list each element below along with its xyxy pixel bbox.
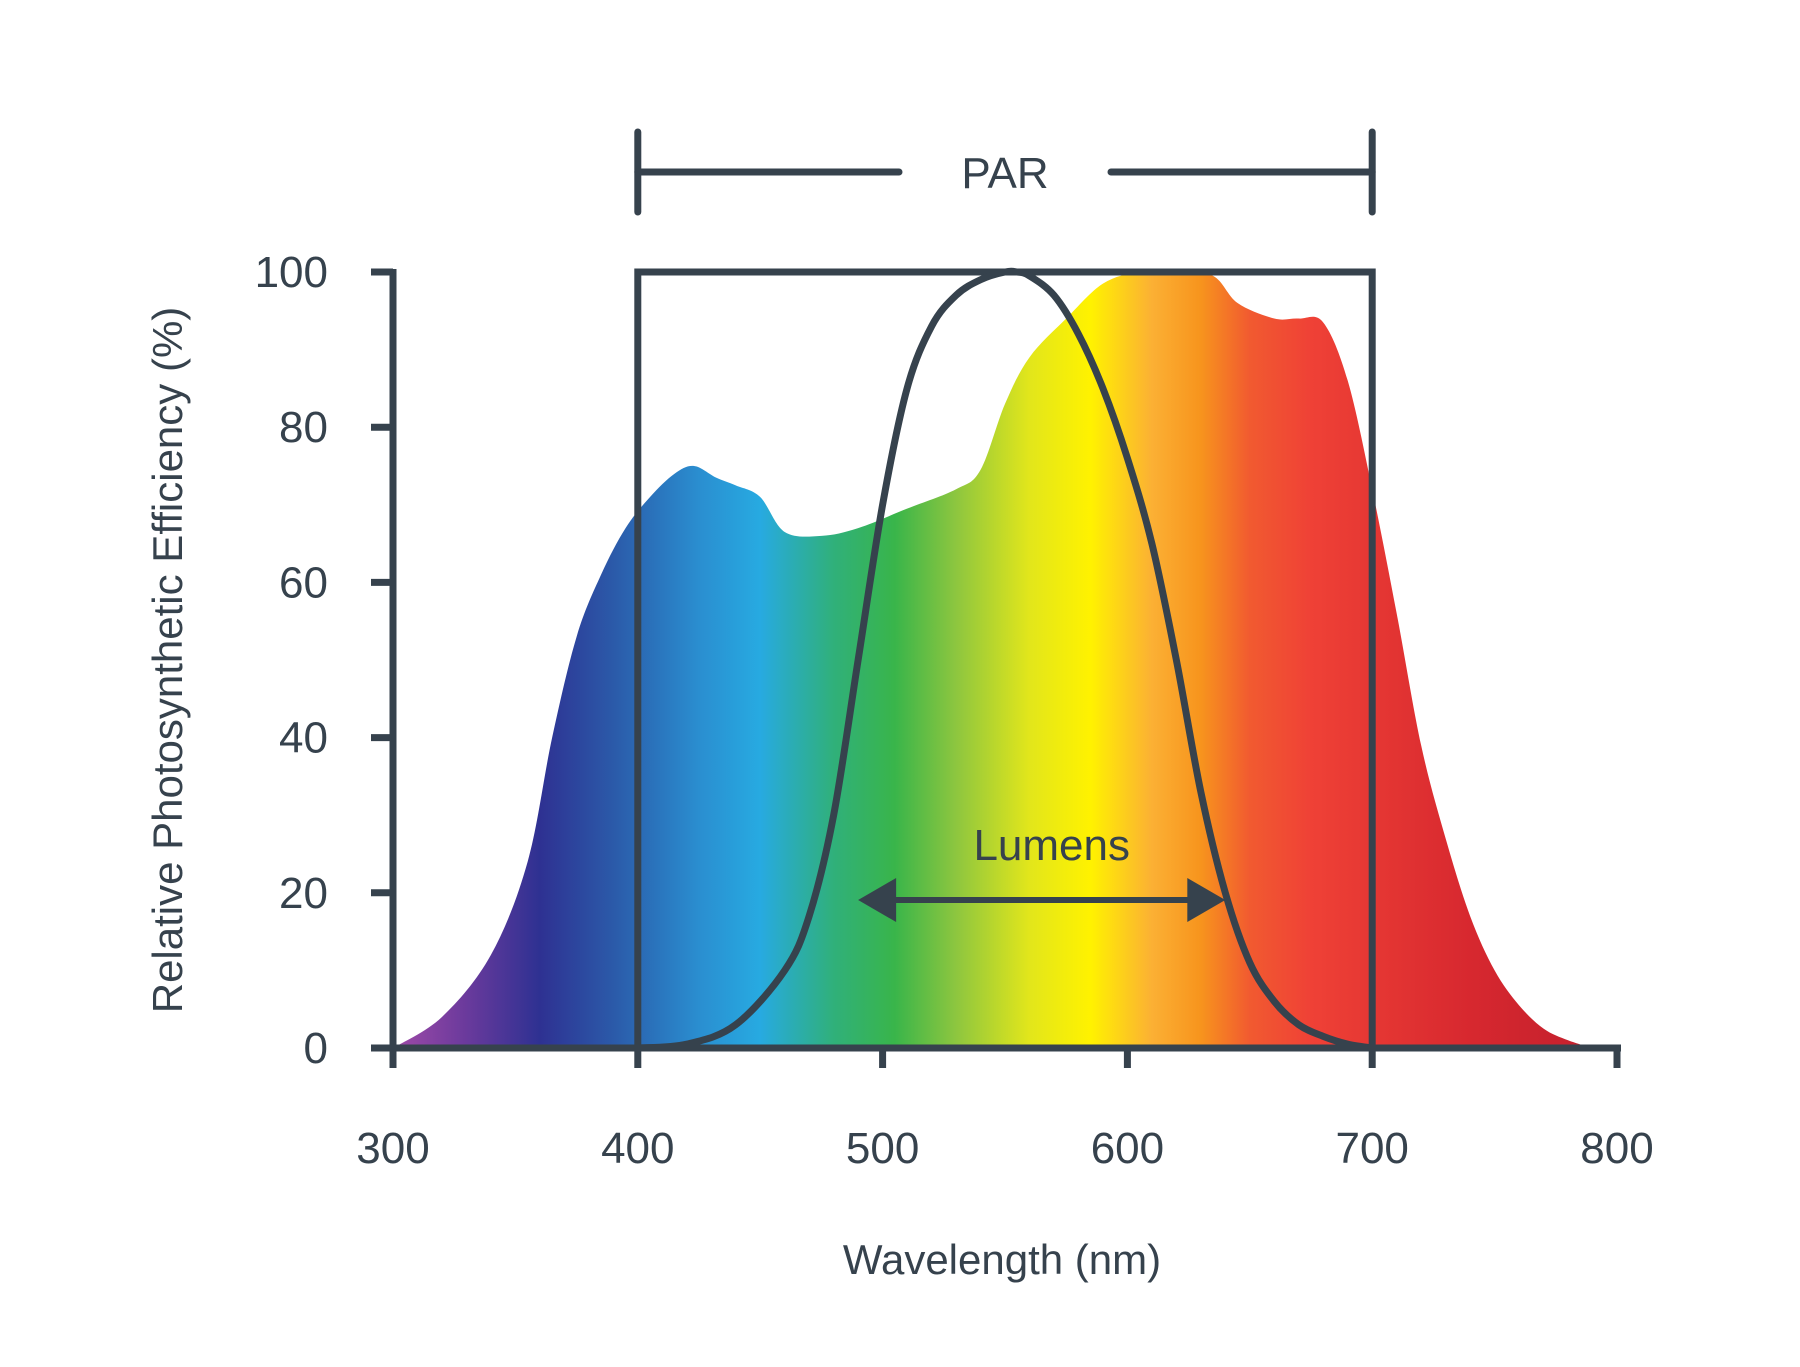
y-axis-title: Relative Photosynthetic Efficiency (%)	[144, 307, 191, 1014]
x-tick-label: 500	[846, 1124, 919, 1173]
lumens-arrow-left-head	[858, 878, 897, 922]
par-bracket: PAR	[634, 128, 1376, 216]
lumens-arrow-right-head	[1187, 878, 1226, 922]
x-tick-label: 300	[356, 1124, 429, 1173]
x-tick-label: 600	[1091, 1124, 1164, 1173]
y-ticks: 0 20 40 60 80 100	[255, 248, 393, 1073]
lumens-curve	[637, 267, 1373, 1052]
x-tick-label: 800	[1580, 1124, 1653, 1173]
x-tick-label: 400	[601, 1124, 674, 1173]
y-tick-label: 60	[279, 558, 328, 607]
par-label: PAR	[961, 149, 1048, 198]
x-tick-label: 700	[1335, 1124, 1408, 1173]
y-tick-label: 40	[279, 714, 328, 763]
y-tick-label: 20	[279, 869, 328, 918]
lumens-arrow: Lumens	[858, 821, 1226, 922]
y-tick-label: 100	[255, 248, 328, 297]
y-tick-label: 0	[304, 1024, 328, 1073]
lumens-label: Lumens	[973, 821, 1130, 870]
efficiency-area	[393, 270, 1593, 1049]
x-ticks: 300 400 500 600 700 800	[356, 1048, 1654, 1173]
y-tick-label: 80	[279, 403, 328, 452]
x-axis-title: Wavelength (nm)	[843, 1236, 1161, 1283]
